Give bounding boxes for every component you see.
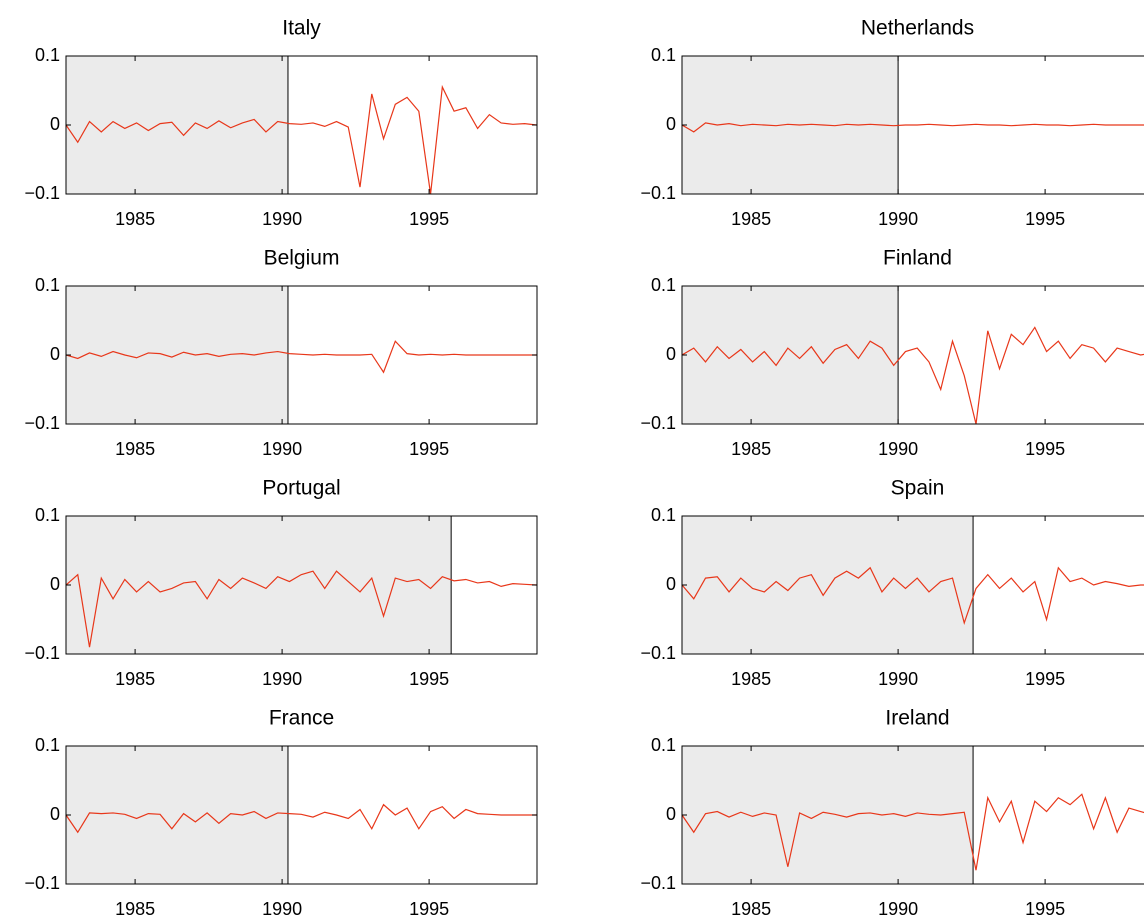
y-tick-label: 0.1: [651, 45, 676, 65]
x-tick-label: 1990: [878, 209, 918, 229]
x-tick-label: 1995: [409, 899, 449, 919]
x-tick-label: 1995: [409, 669, 449, 689]
x-tick-label: 1990: [262, 899, 302, 919]
y-tick-label: 0.1: [35, 735, 60, 755]
data-line: [66, 84, 537, 194]
chart-title: Belgium: [264, 247, 340, 270]
chart-title: Ireland: [885, 707, 949, 730]
shaded-region: [682, 286, 899, 424]
x-tick-label: 1990: [878, 899, 918, 919]
data-line: [682, 566, 1144, 626]
x-tick-label: 1990: [262, 669, 302, 689]
x-tick-label: 1995: [409, 209, 449, 229]
x-tick-label: 1995: [1025, 209, 1065, 229]
x-tick-label: 1990: [878, 669, 918, 689]
x-tick-label: 1995: [1025, 669, 1065, 689]
y-tick-label: 0: [666, 804, 676, 824]
chart-title: Italy: [282, 17, 321, 40]
subplot: Italy 1985 1990 1995 −0.1 0 0.1: [24, 17, 538, 229]
x-tick-label: 1990: [262, 439, 302, 459]
y-tick-label: 0: [666, 114, 676, 134]
y-tick-label: 0.1: [35, 505, 60, 525]
y-tick-label: 0.1: [651, 275, 676, 295]
x-tick-label: 1995: [1025, 439, 1065, 459]
y-tick-label: 0: [50, 804, 60, 824]
y-tick-label: −0.1: [24, 643, 60, 663]
x-tick-label: 1995: [409, 439, 449, 459]
y-tick-label: 0.1: [651, 505, 676, 525]
y-tick-label: −0.1: [24, 183, 60, 203]
chart-title: Netherlands: [861, 17, 974, 40]
y-tick-label: 0: [666, 344, 676, 364]
y-tick-label: 0: [50, 344, 60, 364]
y-tick-label: −0.1: [640, 873, 676, 893]
x-tick-label: 1985: [731, 899, 771, 919]
y-tick-label: −0.1: [24, 413, 60, 433]
subplot: Belgium 1985 1990 1995 −0.1 0 0.1: [24, 247, 538, 459]
shaded-region: [66, 56, 288, 194]
x-tick-label: 1985: [731, 209, 771, 229]
chart-title: Spain: [891, 477, 945, 500]
subplot: Ireland 1985 1990 1995 −0.1 0 0.1: [640, 707, 1144, 919]
x-tick-label: 1985: [115, 669, 155, 689]
subplot: Finland 1985 1990 1995 −0.1 0 0.1: [640, 247, 1144, 459]
x-tick-label: 1985: [115, 209, 155, 229]
x-tick-label: 1995: [1025, 899, 1065, 919]
chart-title: Finland: [883, 247, 952, 270]
shaded-region: [682, 516, 974, 654]
shaded-region: [66, 746, 288, 884]
x-tick-label: 1985: [115, 899, 155, 919]
y-tick-label: −0.1: [640, 183, 676, 203]
x-tick-label: 1985: [731, 439, 771, 459]
y-tick-label: −0.1: [640, 643, 676, 663]
y-tick-label: −0.1: [640, 413, 676, 433]
y-tick-label: 0: [50, 574, 60, 594]
x-tick-label: 1990: [262, 209, 302, 229]
data-line: [66, 340, 537, 374]
data-line: [66, 803, 537, 834]
subplot: Portugal 1985 1990 1995 −0.1 0 0.1: [24, 477, 538, 689]
subplot: Netherlands 1985 1990 1995 −0.1 0 0.1: [640, 17, 1144, 229]
y-tick-label: −0.1: [24, 873, 60, 893]
chart-title: Portugal: [262, 477, 340, 500]
shaded-region: [682, 746, 974, 884]
x-tick-label: 1985: [115, 439, 155, 459]
y-tick-label: 0: [666, 574, 676, 594]
y-tick-label: 0.1: [35, 45, 60, 65]
chart-title: France: [269, 707, 334, 730]
y-tick-label: 0.1: [651, 735, 676, 755]
x-tick-label: 1990: [878, 439, 918, 459]
y-tick-label: 0.1: [35, 275, 60, 295]
data-line: [682, 122, 1144, 133]
data-line: [682, 326, 1144, 424]
x-tick-label: 1985: [731, 669, 771, 689]
data-line: [66, 570, 537, 648]
y-tick-label: 0: [50, 114, 60, 134]
data-line: [682, 793, 1144, 871]
subplot: Spain 1985 1990 1995 −0.1 0 0.1: [640, 477, 1144, 689]
subplot: France 1985 1990 1995 −0.1 0 0.1: [24, 707, 538, 919]
